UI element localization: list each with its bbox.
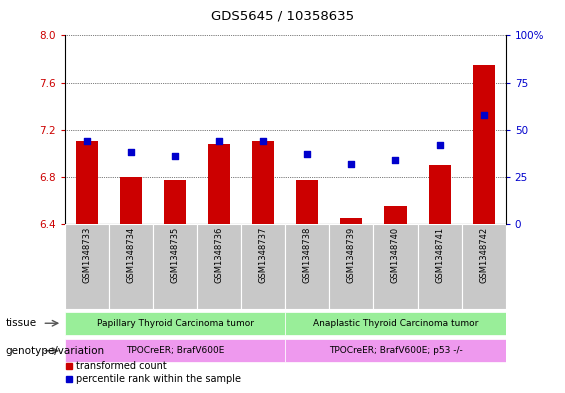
Text: GSM1348740: GSM1348740 [391, 226, 400, 283]
Text: GSM1348738: GSM1348738 [303, 226, 312, 283]
Bar [109, 224, 153, 309]
Bar [65, 224, 109, 309]
Bar [285, 224, 329, 309]
Bar [76, 141, 98, 224]
Point [303, 151, 312, 157]
Bar [340, 218, 363, 224]
Text: genotype/variation: genotype/variation [6, 346, 105, 356]
Bar [373, 224, 418, 309]
Point [127, 149, 136, 156]
Text: Anaplastic Thyroid Carcinoma tumor: Anaplastic Thyroid Carcinoma tumor [313, 319, 478, 328]
Bar [65, 312, 285, 335]
Bar [296, 180, 318, 224]
Point [82, 138, 92, 144]
Bar [428, 165, 451, 224]
Bar [472, 65, 494, 224]
Text: GSM1348741: GSM1348741 [435, 226, 444, 283]
Bar [285, 339, 506, 362]
Point [171, 153, 180, 159]
Bar [252, 141, 275, 224]
Text: GSM1348736: GSM1348736 [215, 226, 224, 283]
Bar [65, 339, 285, 362]
Point [435, 141, 444, 148]
Point [215, 138, 224, 144]
Bar [120, 177, 142, 224]
Text: GSM1348735: GSM1348735 [171, 226, 180, 283]
Text: TPOCreER; BrafV600E: TPOCreER; BrafV600E [126, 346, 224, 355]
Text: Papillary Thyroid Carcinoma tumor: Papillary Thyroid Carcinoma tumor [97, 319, 254, 328]
Bar [241, 224, 285, 309]
Bar [164, 180, 186, 224]
Bar [208, 144, 231, 224]
Text: GSM1348737: GSM1348737 [259, 226, 268, 283]
Point [391, 157, 400, 163]
Text: GSM1348734: GSM1348734 [127, 226, 136, 283]
Bar [462, 224, 506, 309]
Point [347, 160, 356, 167]
Bar [197, 224, 241, 309]
Bar [384, 206, 406, 224]
Bar [329, 224, 373, 309]
Text: GSM1348733: GSM1348733 [82, 226, 92, 283]
Bar [153, 224, 197, 309]
Bar [418, 224, 462, 309]
Legend: transformed count, percentile rank within the sample: transformed count, percentile rank withi… [62, 358, 245, 388]
Point [479, 112, 488, 118]
Bar [285, 312, 506, 335]
Text: GSM1348742: GSM1348742 [479, 226, 488, 283]
Point [259, 138, 268, 144]
Text: GSM1348739: GSM1348739 [347, 226, 356, 283]
Text: tissue: tissue [6, 318, 37, 328]
Text: TPOCreER; BrafV600E; p53 -/-: TPOCreER; BrafV600E; p53 -/- [329, 346, 462, 355]
Text: GDS5645 / 10358635: GDS5645 / 10358635 [211, 10, 354, 23]
